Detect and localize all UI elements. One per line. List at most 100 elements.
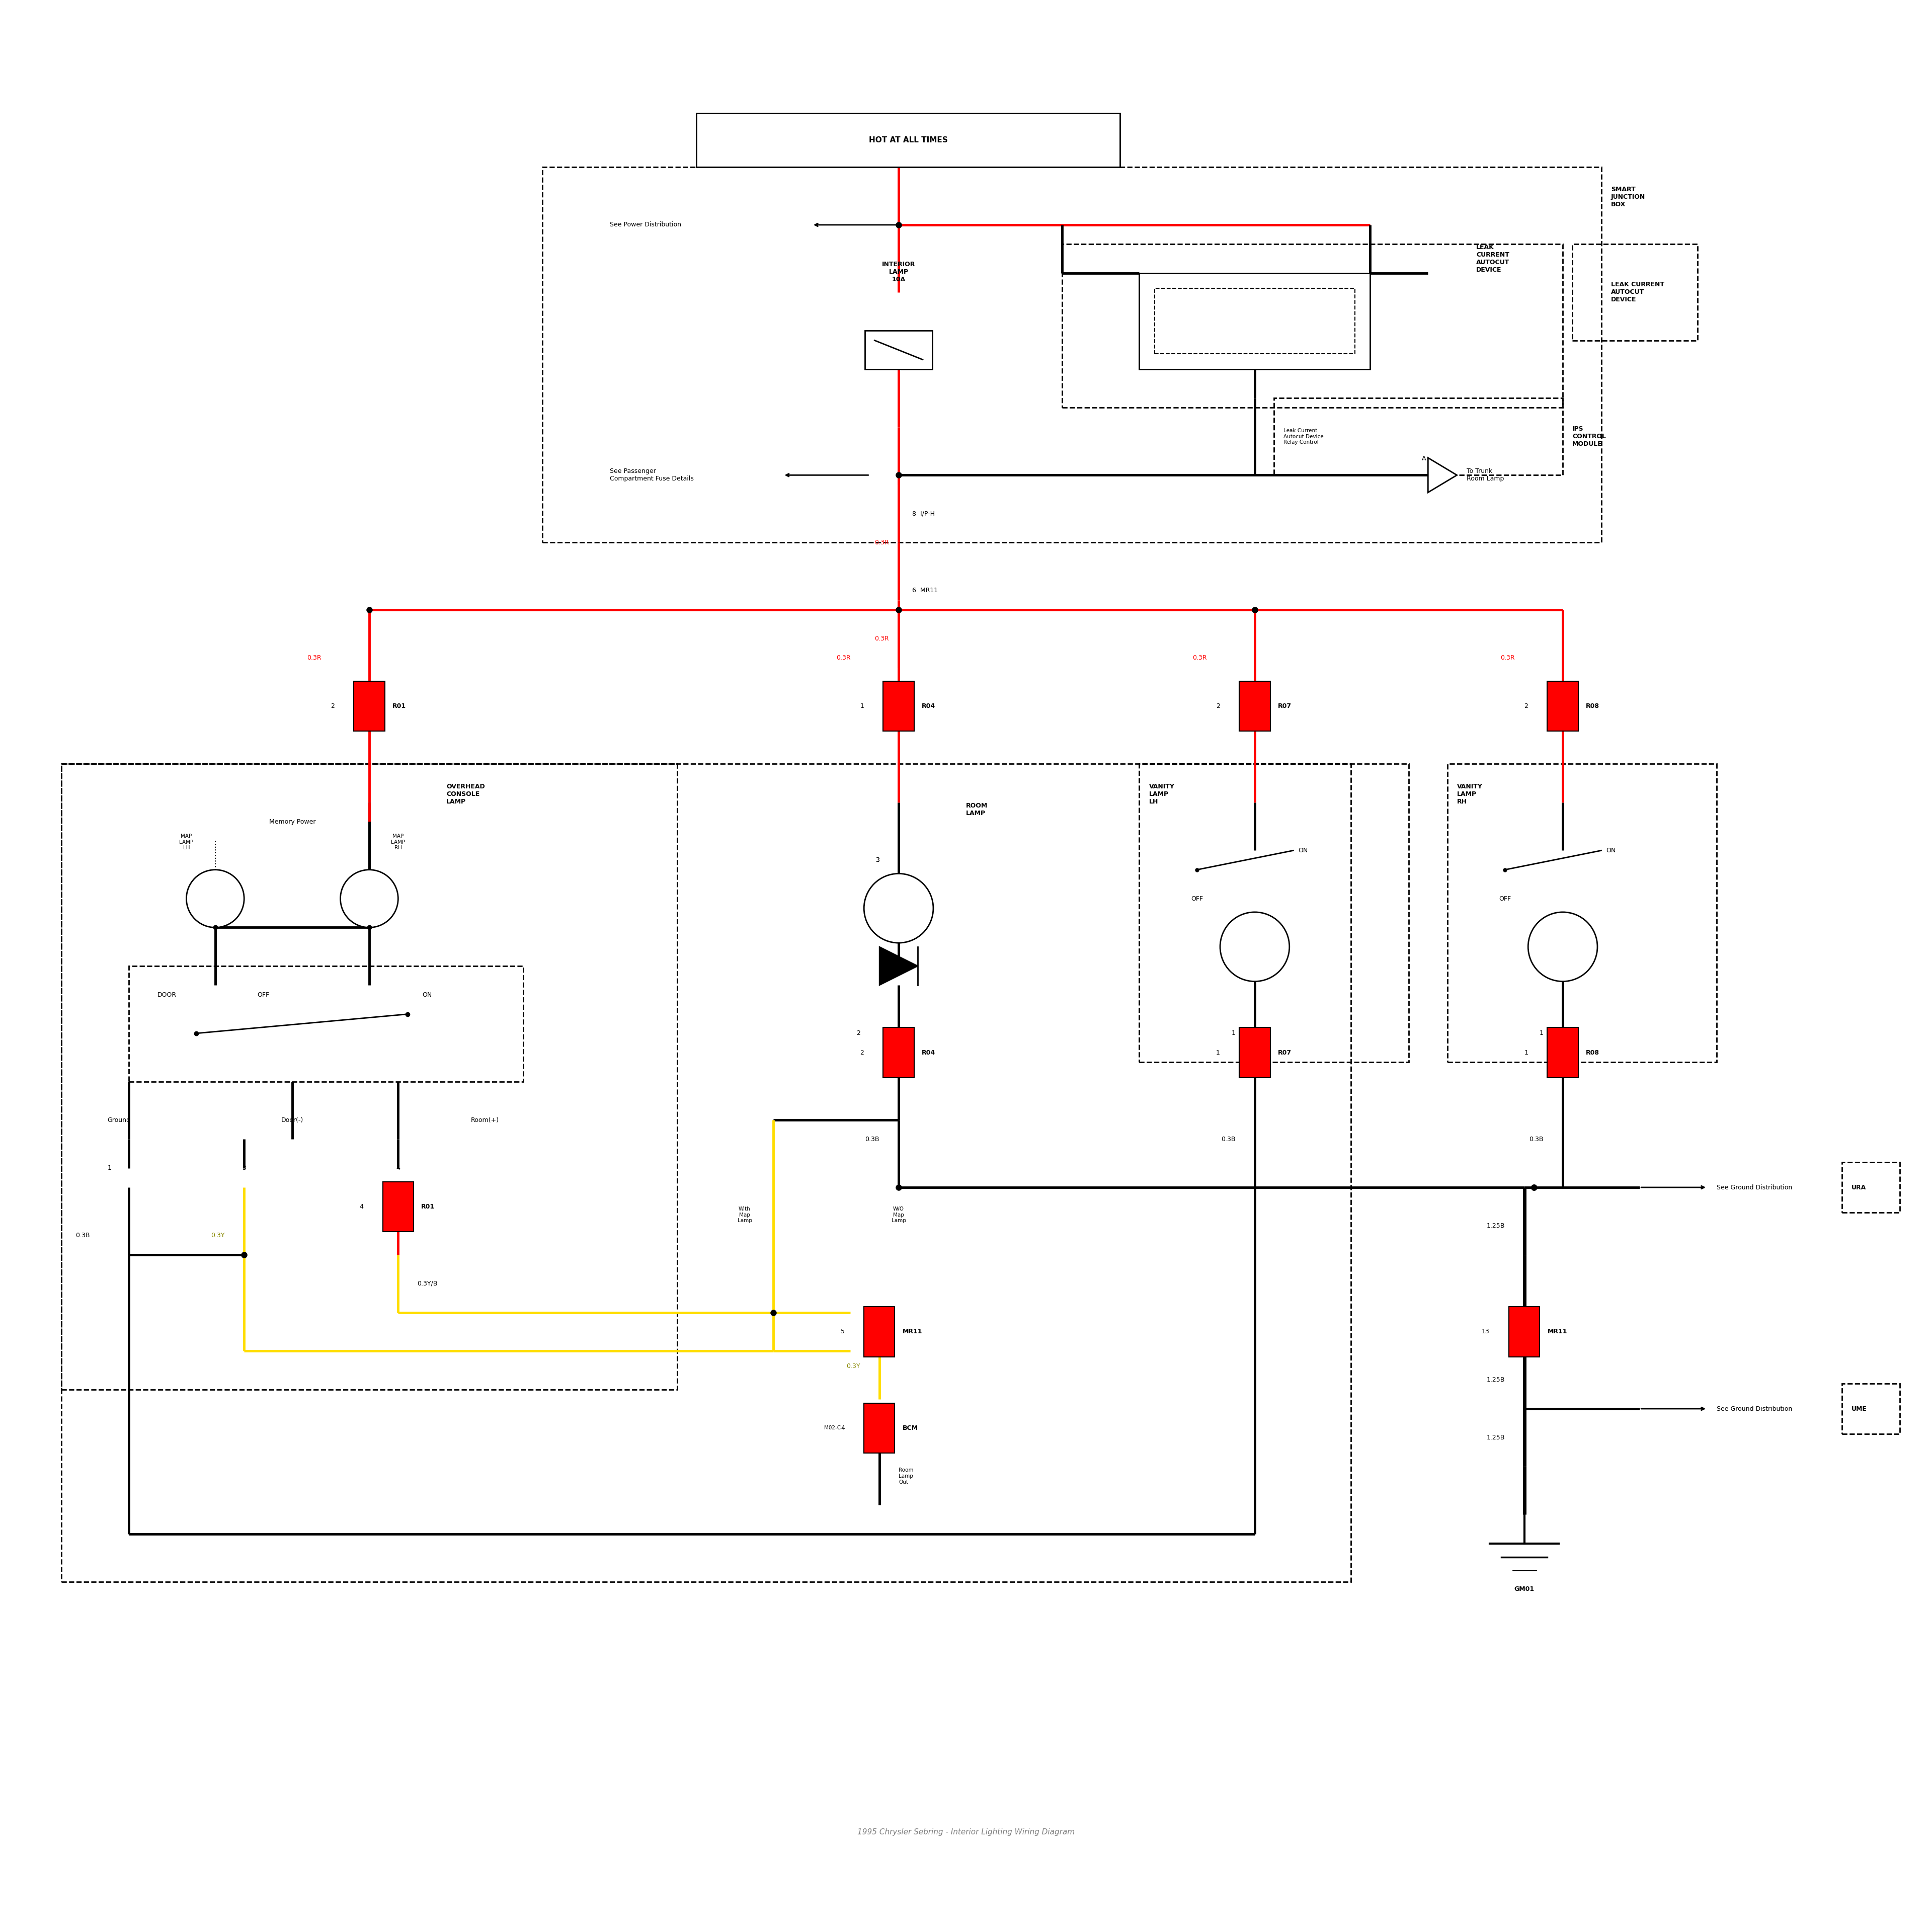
Text: ON: ON (1605, 848, 1615, 854)
Text: GM01: GM01 (1515, 1586, 1534, 1592)
Bar (129, 966, 524, 1082)
Text: 1: 1 (1524, 1049, 1528, 1057)
Text: With
Map
Lamp: With Map Lamp (738, 1208, 752, 1223)
Text: R07: R07 (1277, 1049, 1291, 1057)
Text: BCM: BCM (902, 1424, 918, 1432)
Bar (383, 1182, 413, 1233)
Text: MAP
LAMP
LH: MAP LAMP LH (180, 835, 193, 850)
Text: Door(-): Door(-) (282, 1117, 303, 1122)
Text: R08: R08 (1586, 703, 1600, 709)
Text: 2: 2 (856, 1030, 860, 1037)
Bar (62, 763, 678, 1389)
Text: ON: ON (1298, 848, 1308, 854)
Text: R08: R08 (1586, 1049, 1600, 1057)
Text: 0.3R: 0.3R (307, 655, 321, 661)
Text: ON: ON (423, 991, 433, 999)
Text: 0.3B: 0.3B (866, 1136, 879, 1142)
Text: 5: 5 (840, 1329, 844, 1335)
Bar (883, 682, 914, 730)
Text: IPS
CONTROL
MODULE: IPS CONTROL MODULE (1573, 425, 1605, 448)
Text: VANITY
LAMP
RH: VANITY LAMP RH (1457, 782, 1482, 806)
Bar (1063, 243, 1563, 408)
Text: 0.3Y: 0.3Y (846, 1364, 860, 1370)
Text: See Ground Distribution: See Ground Distribution (1718, 1184, 1793, 1190)
Text: 4: 4 (840, 1424, 844, 1432)
Text: 3: 3 (875, 858, 879, 864)
Bar (543, 168, 1602, 543)
Text: A: A (1422, 456, 1426, 462)
Text: DOOR: DOOR (158, 991, 176, 999)
Text: 1: 1 (1215, 1049, 1221, 1057)
Text: R07: R07 (1277, 703, 1291, 709)
Bar (62, 763, 1350, 1582)
Text: URA: URA (1851, 1184, 1866, 1190)
Bar (1273, 398, 1563, 475)
Text: 1.25B: 1.25B (1488, 1223, 1505, 1229)
Text: Room(+): Room(+) (471, 1117, 498, 1122)
Text: 2: 2 (1524, 703, 1528, 709)
Text: 0.3R: 0.3R (1501, 655, 1515, 661)
Text: 2: 2 (860, 1049, 864, 1057)
Text: 0.3B: 0.3B (75, 1233, 91, 1238)
Text: UME: UME (1851, 1405, 1866, 1412)
Text: See Ground Distribution: See Ground Distribution (1718, 1405, 1793, 1412)
Text: MAP
LAMP
RH: MAP LAMP RH (390, 835, 406, 850)
Text: 1: 1 (1540, 1030, 1544, 1037)
Bar (354, 682, 384, 730)
Bar (1841, 1163, 1899, 1213)
Text: 0.3R: 0.3R (837, 655, 850, 661)
Text: MR11: MR11 (902, 1329, 922, 1335)
Circle shape (340, 869, 398, 927)
Text: ROOM
LAMP: ROOM LAMP (966, 802, 987, 817)
Text: 0.3B: 0.3B (1221, 1136, 1235, 1142)
Text: 1.25B: 1.25B (1488, 1434, 1505, 1441)
Bar (864, 1306, 895, 1356)
Text: MR11: MR11 (1548, 1329, 1567, 1335)
Text: 1.25B: 1.25B (1488, 1378, 1505, 1383)
Text: ●: ● (1530, 1182, 1538, 1192)
Polygon shape (1428, 458, 1457, 493)
Circle shape (1528, 912, 1598, 981)
Text: 13: 13 (1482, 1329, 1490, 1335)
Text: LEAK CURRENT
AUTOCUT
DEVICE: LEAK CURRENT AUTOCUT DEVICE (1611, 282, 1663, 303)
FancyBboxPatch shape (697, 114, 1121, 168)
Text: OFF: OFF (1499, 895, 1511, 902)
Bar (1509, 1306, 1540, 1356)
Text: VANITY
LAMP
LH: VANITY LAMP LH (1150, 782, 1175, 806)
Bar (1548, 682, 1578, 730)
Text: 2: 2 (1215, 703, 1221, 709)
Text: See Power Distribution: See Power Distribution (611, 222, 682, 228)
Text: OVERHEAD
CONSOLE
LAMP: OVERHEAD CONSOLE LAMP (446, 782, 485, 806)
Bar (1548, 1028, 1578, 1078)
Text: 8  I/P-H: 8 I/P-H (912, 510, 935, 518)
Text: OFF: OFF (1190, 895, 1204, 902)
Text: Ground: Ground (108, 1117, 131, 1122)
Text: 3: 3 (875, 858, 879, 864)
Bar (1238, 1028, 1269, 1078)
Text: 0.3Y/B: 0.3Y/B (417, 1281, 439, 1287)
Text: 1: 1 (108, 1165, 112, 1171)
Bar (1140, 763, 1408, 1063)
Text: To Trunk
Room Lamp: To Trunk Room Lamp (1466, 468, 1503, 483)
Text: 0.3R: 0.3R (875, 636, 889, 641)
Bar (866, 330, 933, 369)
Polygon shape (879, 947, 918, 985)
Text: OFF: OFF (257, 991, 269, 999)
Text: R04: R04 (922, 703, 935, 709)
Text: 6  MR11: 6 MR11 (912, 587, 937, 593)
Text: INTERIOR
LAMP
10A: INTERIOR LAMP 10A (881, 261, 916, 282)
Text: 0.3R: 0.3R (875, 539, 889, 545)
Text: 1: 1 (1231, 1030, 1235, 1037)
Text: 0.3B: 0.3B (1528, 1136, 1544, 1142)
Circle shape (1221, 912, 1289, 981)
Text: HOT AT ALL TIMES: HOT AT ALL TIMES (869, 137, 949, 145)
Text: R04: R04 (922, 1049, 935, 1057)
Bar (1573, 243, 1698, 340)
Bar (1447, 763, 1718, 1063)
Bar (1238, 682, 1269, 730)
Text: Room
Lamp
Out: Room Lamp Out (898, 1468, 914, 1484)
Text: 0.3Y: 0.3Y (211, 1233, 224, 1238)
Text: SMART
JUNCTION
BOX: SMART JUNCTION BOX (1611, 185, 1646, 209)
Text: R01: R01 (392, 703, 406, 709)
Bar (1140, 272, 1370, 369)
